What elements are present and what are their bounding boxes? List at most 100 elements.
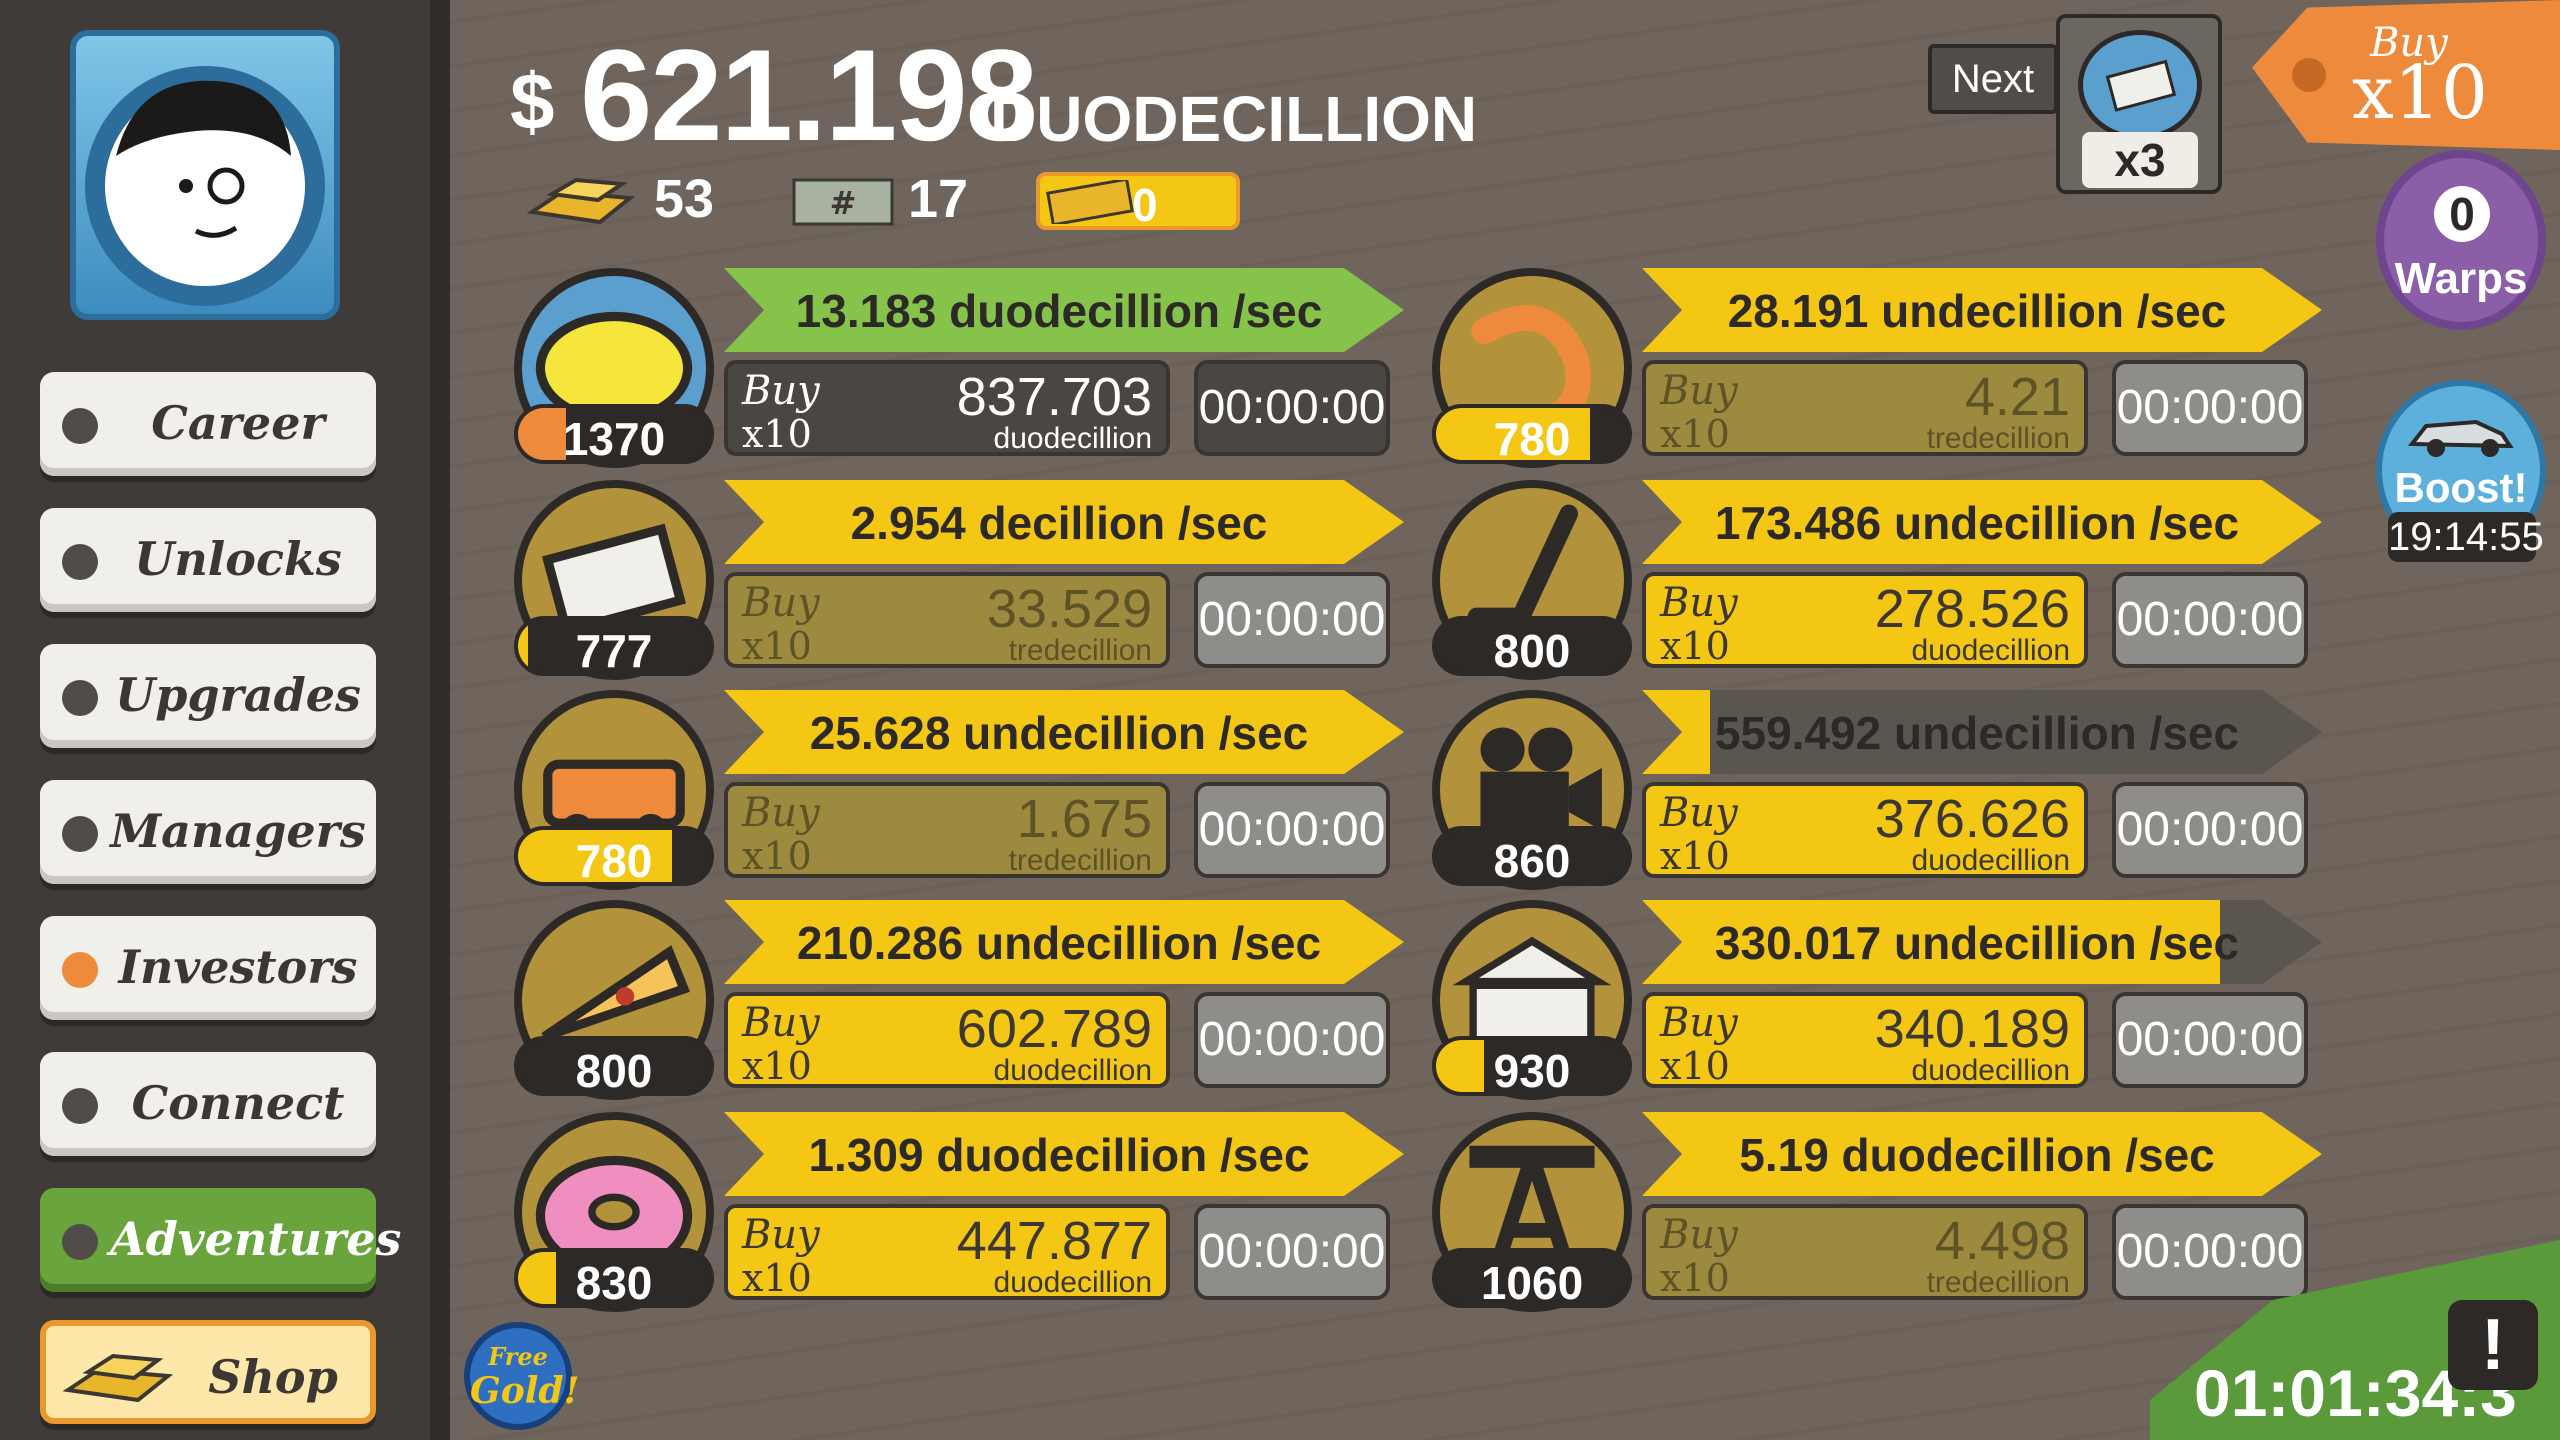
nav-label: Unlocks	[134, 532, 342, 586]
gold-bars-icon	[62, 1353, 174, 1403]
owned-count: 860	[1432, 826, 1632, 886]
income-rate-bar: 210.286 undecillion /sec	[724, 900, 1404, 984]
buy-cost: 376.626	[1874, 789, 2070, 849]
production-progress-fill	[1642, 900, 2220, 984]
production-timer: 00:00:00	[1194, 992, 1390, 1088]
buy-label: Buy	[742, 1212, 820, 1258]
owned-progress-fill	[518, 620, 528, 672]
buy-cost: 4.498	[1934, 1211, 2070, 1271]
income-rate-bar: 1.309 duodecillion /sec	[724, 1112, 1404, 1196]
owned-count-value: 930	[1493, 1045, 1571, 1096]
income-rate-text: 330.017 undecillion /sec	[1714, 917, 2240, 969]
buy-multiplier: x10	[1660, 834, 1730, 878]
nav-career-button[interactable]: Career	[40, 372, 376, 476]
buy-cost: 4.21	[1964, 367, 2070, 427]
nav-label: Upgrades	[115, 668, 361, 722]
buy-label: Buy	[1660, 1000, 1738, 1046]
megabucks-count: 17	[908, 169, 969, 229]
buy-button[interactable]: Buy x10 340.189 duodecillion	[1642, 992, 2088, 1088]
buy-cost-unit: duodecillion	[993, 1054, 1152, 1087]
income-rate-text: 2.954 decillion /sec	[850, 497, 1268, 549]
free-gold-button[interactable]: Free Gold!	[464, 1322, 580, 1430]
buy-multiplier: x10	[1660, 1256, 1730, 1300]
megabucks-icon: #	[792, 178, 894, 226]
owned-count-value: 1370	[562, 413, 666, 464]
production-timer: 00:00:00	[2112, 782, 2308, 878]
owned-count: 800	[514, 1036, 714, 1096]
owned-count: 800	[1432, 616, 1632, 676]
nav-unlocks-button[interactable]: Unlocks	[40, 508, 376, 612]
income-rate-text: 173.486 undecillion /sec	[1714, 497, 2240, 549]
tickets-display[interactable]: 0	[1036, 172, 1240, 231]
tv-alert-icon[interactable]: !	[2448, 1300, 2538, 1390]
buy-button[interactable]: Buy x10 1.675 tredecillion	[724, 782, 1170, 878]
owned-count: 1060	[1432, 1248, 1632, 1308]
buy-cost-unit: duodecillion	[993, 1266, 1152, 1299]
buy-multiplier: x10	[742, 834, 812, 878]
income-rate-bar: 25.628 undecillion /sec	[724, 690, 1404, 774]
nav-investors-button[interactable]: Investors	[40, 916, 376, 1020]
owned-count-value: 800	[1493, 625, 1571, 676]
buy-label: Buy	[1660, 790, 1738, 836]
buy-button[interactable]: Buy x10 376.626 duodecillion	[1642, 782, 2088, 878]
status-dot	[62, 680, 98, 716]
owned-progress-fill	[518, 1252, 557, 1304]
status-dot	[62, 1224, 98, 1260]
news-circle	[2078, 30, 2202, 140]
warps-button[interactable]: 0 Warps	[2376, 150, 2546, 330]
news-multiplier-panel[interactable]: x3	[2056, 14, 2222, 194]
buy-cost: 602.789	[956, 999, 1152, 1059]
owned-count: 780	[1432, 404, 1632, 464]
buy-button[interactable]: Buy x10 278.526 duodecillion	[1642, 572, 2088, 668]
buy-cost-unit: duodecillion	[1911, 634, 2070, 667]
buy-button[interactable]: Buy x10 33.529 tredecillion	[724, 572, 1170, 668]
nav-shop-button[interactable]: Shop	[40, 1320, 376, 1424]
buy-cost-unit: tredecillion	[1926, 422, 2070, 455]
car-wash-icon	[543, 759, 685, 848]
buy-cost-unit: duodecillion	[993, 422, 1152, 455]
buy-button[interactable]: Buy x10 602.789 duodecillion	[724, 992, 1170, 1088]
buy-cost: 1.675	[1016, 789, 1152, 849]
buy-button[interactable]: Buy x10 4.498 tredecillion	[1642, 1204, 2088, 1300]
buy-tag-multiplier: x10	[2352, 50, 2488, 136]
nav-label: Career	[151, 396, 325, 450]
free-gold-line2: Gold!	[470, 1370, 580, 1412]
buy-cost-unit: duodecillion	[1911, 1054, 2070, 1087]
nav-managers-button[interactable]: Managers	[40, 780, 376, 884]
next-button[interactable]: Next	[1928, 44, 2058, 114]
player-avatar[interactable]	[70, 30, 340, 320]
boost-timer: 19:14:55	[2388, 512, 2544, 562]
nav-connect-button[interactable]: Connect	[40, 1052, 376, 1156]
buy-multiplier-button[interactable]: Buy x10	[2252, 0, 2560, 150]
buy-multiplier: x10	[1660, 624, 1730, 668]
production-timer: 00:00:00	[2112, 1204, 2308, 1300]
buy-label: Buy	[1660, 580, 1738, 626]
income-rate-bar: 28.191 undecillion /sec	[1642, 268, 2322, 352]
income-rate-text: 25.628 undecillion /sec	[809, 707, 1309, 759]
owned-count-value: 780	[1493, 413, 1571, 464]
buy-multiplier: x10	[1660, 412, 1730, 456]
newspaper-icon	[2105, 59, 2177, 112]
buy-multiplier: x10	[742, 412, 812, 456]
buy-multiplier: x10	[742, 624, 812, 668]
buy-multiplier: x10	[742, 1256, 812, 1300]
buy-cost-unit: tredecillion	[1008, 634, 1152, 667]
bank-icon	[1452, 936, 1612, 1045]
buy-button[interactable]: Buy x10 837.703 duodecillion	[724, 360, 1170, 456]
buy-label: Buy	[742, 790, 820, 836]
owned-count-value: 830	[575, 1257, 653, 1308]
nav-label: Adventures	[110, 1212, 402, 1266]
income-rate-bar: 330.017 undecillion /sec	[1642, 900, 2322, 984]
nav-label: Connect	[131, 1076, 345, 1130]
buy-button[interactable]: Buy x10 447.877 duodecillion	[724, 1204, 1170, 1300]
income-rate-text: 13.183 duodecillion /sec	[795, 285, 1323, 337]
buy-label: Buy	[742, 368, 820, 414]
owned-count-value: 1060	[1480, 1257, 1584, 1308]
income-rate-text: 1.309 duodecillion /sec	[808, 1129, 1310, 1181]
nav-upgrades-button[interactable]: Upgrades	[40, 644, 376, 748]
nav-adventures-button[interactable]: Adventures	[40, 1188, 402, 1292]
income-rate-bar: 13.183 duodecillion /sec	[724, 268, 1404, 352]
buy-button[interactable]: Buy x10 4.21 tredecillion	[1642, 360, 2088, 456]
owned-count-value: 780	[575, 835, 653, 886]
production-timer: 00:00:00	[1194, 572, 1390, 668]
